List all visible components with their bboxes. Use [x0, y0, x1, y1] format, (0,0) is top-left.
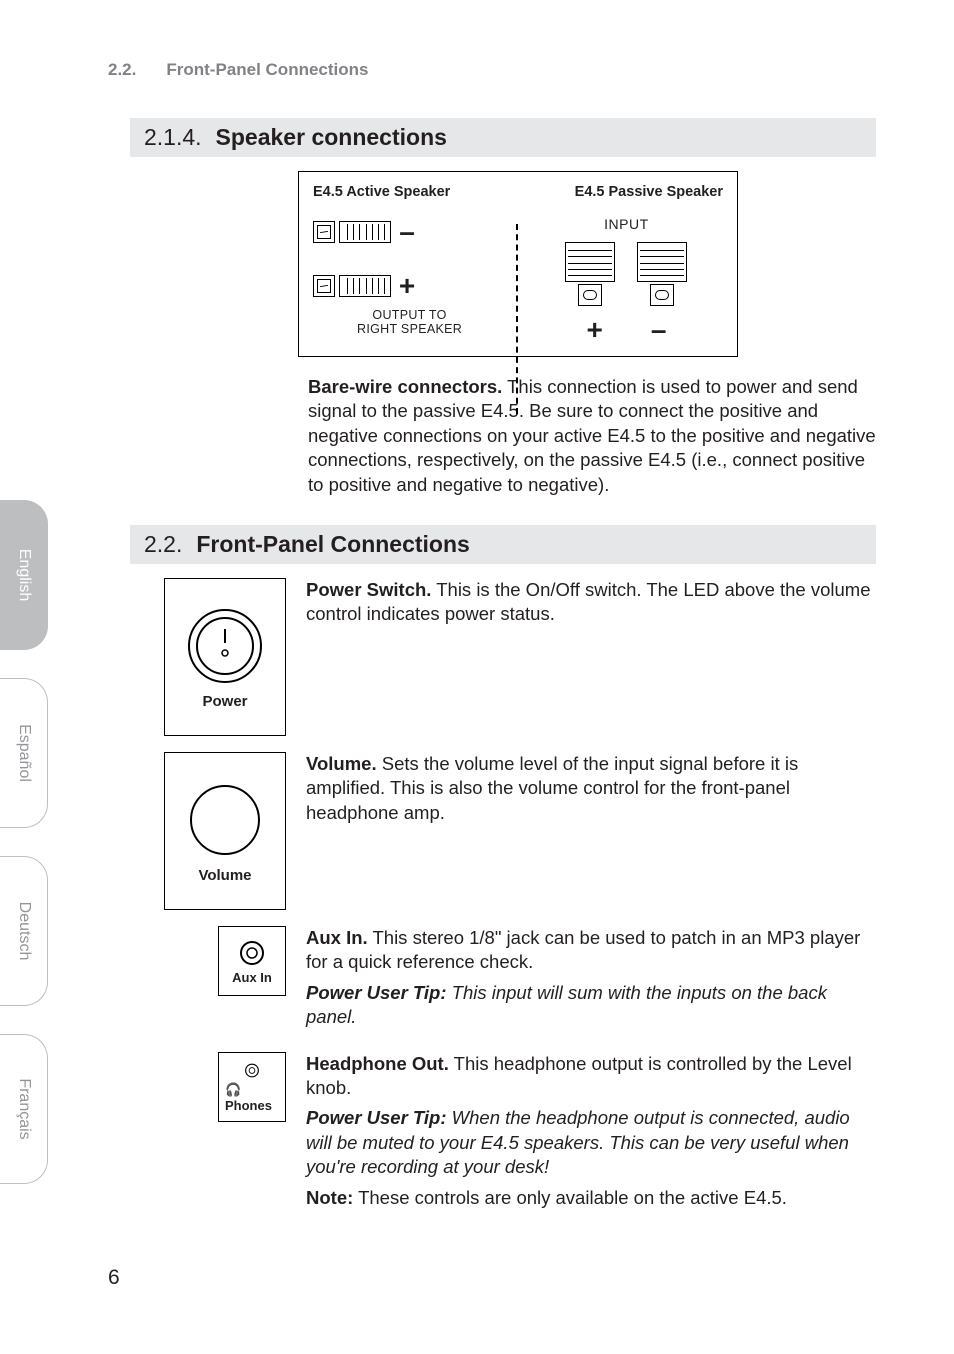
terminal-screw-icon	[313, 221, 335, 243]
tab-english[interactable]: English	[0, 500, 48, 650]
diagram-divider	[516, 224, 518, 414]
minus-sign: –	[651, 314, 667, 346]
running-header-number: 2.2.	[108, 60, 136, 79]
volume-knob-icon: Volume	[164, 752, 286, 910]
output-caption: OUTPUT TO RIGHT SPEAKER	[313, 308, 506, 336]
running-header: 2.2. Front-Panel Connections	[108, 60, 876, 80]
passive-terminals: INPUT + –	[530, 216, 723, 346]
tab-francais[interactable]: Français	[0, 1034, 48, 1184]
speaker-connection-diagram: E4.5 Active Speaker E4.5 Passive Speaker…	[298, 171, 738, 357]
page-content: 2.2. Front-Panel Connections 2.1.4.Speake…	[108, 60, 876, 1232]
terminal-screw-icon	[313, 275, 335, 297]
diagram-active-label: E4.5 Active Speaker	[313, 184, 450, 200]
phones-jack-icon: 🎧Phones	[218, 1052, 286, 1122]
bare-wire-paragraph: Bare-wire connectors. This connection is…	[308, 375, 876, 497]
phones-text: Headphone Out. This headphone output is …	[306, 1052, 876, 1216]
volume-text: Volume. Sets the volume level of the inp…	[306, 752, 876, 910]
diagram-passive-label: E4.5 Passive Speaker	[575, 184, 723, 200]
vertical-terminal-icon	[637, 242, 687, 306]
page-number: 6	[108, 1266, 120, 1290]
tab-espanol[interactable]: Español	[0, 678, 48, 828]
tab-deutsch[interactable]: Deutsch	[0, 856, 48, 1006]
plus-sign: +	[395, 270, 419, 302]
running-header-title: Front-Panel Connections	[166, 60, 368, 79]
section-22-heading: 2.2.Front-Panel Connections	[130, 525, 876, 564]
aux-in-text: Aux In. This stereo 1/8" jack can be use…	[306, 926, 876, 1036]
minus-sign: –	[395, 216, 419, 248]
aux-in-jack-icon: Aux In	[218, 926, 286, 996]
terminal-clamp-icon	[339, 221, 391, 243]
language-tabs: English Español Deutsch Français	[0, 500, 64, 1212]
power-switch-icon: Power	[164, 578, 286, 736]
terminal-clamp-icon	[339, 275, 391, 297]
vertical-terminal-icon	[565, 242, 615, 306]
headphone-icon: 🎧	[225, 1082, 241, 1097]
section-214-heading: 2.1.4.Speaker connections	[130, 118, 876, 157]
input-label: INPUT	[530, 216, 723, 232]
plus-sign: +	[586, 314, 602, 346]
active-terminals: – + OUTPUT TO RIGHT SPEAKER	[313, 216, 506, 336]
power-switch-text: Power Switch. This is the On/Off switch.…	[306, 578, 876, 736]
